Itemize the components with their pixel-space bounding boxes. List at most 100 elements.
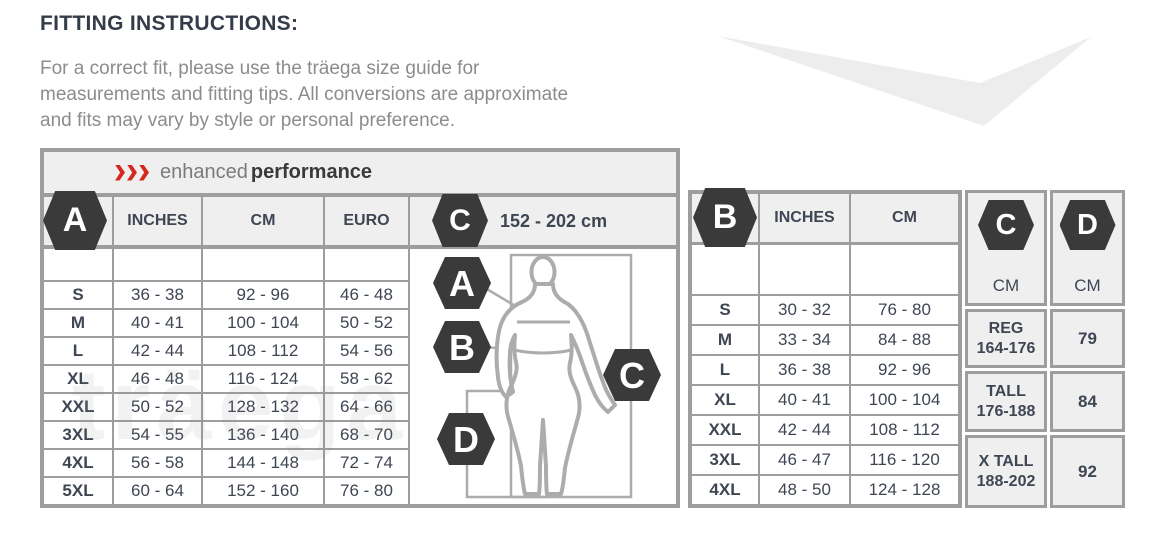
table-cell: 36 - 38 xyxy=(114,280,203,308)
column-header: EURO xyxy=(325,197,410,245)
size-label: M xyxy=(44,308,114,336)
size-label: M xyxy=(692,324,760,354)
size-label: S xyxy=(692,294,760,324)
figure-marker-a-label: A xyxy=(449,263,475,304)
height-block-label: REG xyxy=(988,319,1024,337)
triple-chevron-icon xyxy=(115,164,151,181)
table-cell: 54 - 55 xyxy=(114,420,203,448)
table-cell: 100 - 104 xyxy=(203,308,325,336)
measurement-figure: A B C D xyxy=(410,249,676,504)
height-block-range: 188-202 xyxy=(976,472,1036,490)
height-block: REG 164-176 xyxy=(965,309,1047,368)
table-cell: 116 - 124 xyxy=(203,364,325,392)
figure-marker-c-label: C xyxy=(619,355,645,396)
waist-size-chart-group: B INCHES CM S 30 - 32 76 - 80 M 33 - 34 … xyxy=(688,188,1125,508)
description-line: measurements and fitting tips. All conve… xyxy=(40,84,569,105)
table-cell: 108 - 112 xyxy=(203,336,325,364)
table-cell: 64 - 66 xyxy=(325,392,410,420)
table-cell: 58 - 62 xyxy=(325,364,410,392)
brand-word-bold: performance xyxy=(250,161,373,183)
table-cell xyxy=(692,245,760,294)
marker-c-hexagon-icon: C xyxy=(432,194,488,247)
chest-chart-header-row: A INCHES CM EURO C 152 - 202 cm xyxy=(43,191,676,250)
table-cell: 60 - 64 xyxy=(114,476,203,504)
table-cell: 144 - 148 xyxy=(203,448,325,476)
table-cell xyxy=(851,245,958,294)
height-range-label: 152 - 202 cm xyxy=(500,210,608,231)
table-cell: 30 - 32 xyxy=(760,294,851,324)
inseam-column-header: D CM xyxy=(1050,190,1125,306)
height-column-header: C CM xyxy=(965,190,1047,306)
size-label: XL xyxy=(44,364,114,392)
table-cell: 33 - 34 xyxy=(760,324,851,354)
marker-d-hexagon-icon: D xyxy=(1059,200,1116,250)
chest-chart-body: A B C D S 36 - 38 92 - 96 46 - 48 M 40 -… xyxy=(44,249,676,504)
table-cell: 48 - 50 xyxy=(760,474,851,504)
height-block-label: TALL xyxy=(986,382,1026,400)
table-cell: 42 - 44 xyxy=(760,414,851,444)
table-cell: 50 - 52 xyxy=(325,308,410,336)
table-cell: 36 - 38 xyxy=(760,354,851,384)
size-label: 4XL xyxy=(692,474,760,504)
table-cell: 128 - 132 xyxy=(203,392,325,420)
height-block-range: 176-188 xyxy=(976,402,1036,420)
description-line: and fits may vary by style or personal p… xyxy=(40,110,456,131)
table-cell: 72 - 74 xyxy=(325,448,410,476)
size-label: 4XL xyxy=(44,448,114,476)
table-cell: 92 - 96 xyxy=(851,354,958,384)
table-cell xyxy=(760,245,851,294)
marker-c-hexagon-icon: C xyxy=(978,200,1034,250)
figure-marker-d-hexagon-icon xyxy=(437,413,495,465)
figure-marker-a-hexagon-icon xyxy=(433,257,491,309)
height-block-label: X TALL xyxy=(978,452,1034,470)
table-cell xyxy=(203,249,325,280)
unit-label: CM xyxy=(1074,276,1101,295)
page-title: FITTING INSTRUCTIONS: xyxy=(40,12,299,35)
waist-chart-header-row: B INCHES CM xyxy=(692,188,958,247)
table-cell: 56 - 58 xyxy=(114,448,203,476)
table-cell: 84 - 88 xyxy=(851,324,958,354)
brand-word-light: enhanced xyxy=(160,161,248,183)
size-label: 5XL xyxy=(44,476,114,504)
description-line: For a correct fit, please use the träega… xyxy=(40,58,480,79)
marker-b-hexagon-icon: B xyxy=(693,188,757,247)
size-label: S xyxy=(44,280,114,308)
marker-a-hexagon-icon: A xyxy=(43,191,107,250)
table-cell: 136 - 140 xyxy=(203,420,325,448)
unit-label: CM xyxy=(992,276,1020,295)
column-header: INCHES xyxy=(760,194,851,242)
size-label: XXL xyxy=(692,414,760,444)
inseam-value: 92 xyxy=(1050,435,1125,508)
table-cell: 116 - 120 xyxy=(851,444,958,474)
table-cell: 76 - 80 xyxy=(325,476,410,504)
table-cell: 40 - 41 xyxy=(760,384,851,414)
height-block: X TALL 188-202 xyxy=(965,435,1047,508)
figure-marker-c-hexagon-icon xyxy=(603,349,661,401)
table-cell: 68 - 70 xyxy=(325,420,410,448)
size-label: L xyxy=(44,336,114,364)
marker-b-header-cell: B xyxy=(692,188,760,247)
height-block: TALL 176-188 xyxy=(965,371,1047,432)
waist-size-chart: B INCHES CM S 30 - 32 76 - 80 M 33 - 34 … xyxy=(688,188,962,508)
table-cell xyxy=(44,249,114,280)
figure-marker-b-hexagon-icon xyxy=(433,321,491,373)
page-description: For a correct fit, please use the träega… xyxy=(40,56,640,134)
table-cell: 108 - 112 xyxy=(851,414,958,444)
size-label: 3XL xyxy=(44,420,114,448)
table-cell: 76 - 80 xyxy=(851,294,958,324)
table-cell xyxy=(114,249,203,280)
brand-band: enhanced performance xyxy=(44,152,676,197)
column-header: INCHES xyxy=(114,197,203,245)
table-cell: 40 - 41 xyxy=(114,308,203,336)
height-range-header-cell: C 152 - 202 cm xyxy=(410,194,676,247)
table-cell: 50 - 52 xyxy=(114,392,203,420)
height-block-range: 164-176 xyxy=(976,339,1036,357)
figure-marker-d-label: D xyxy=(453,419,479,460)
chest-size-chart: enhanced performance A INCHES CM EURO C … xyxy=(40,148,680,508)
size-label: XXL xyxy=(44,392,114,420)
figure-marker-b-label: B xyxy=(449,327,475,368)
size-label: L xyxy=(692,354,760,384)
table-cell: 46 - 47 xyxy=(760,444,851,474)
size-label: XL xyxy=(692,384,760,414)
